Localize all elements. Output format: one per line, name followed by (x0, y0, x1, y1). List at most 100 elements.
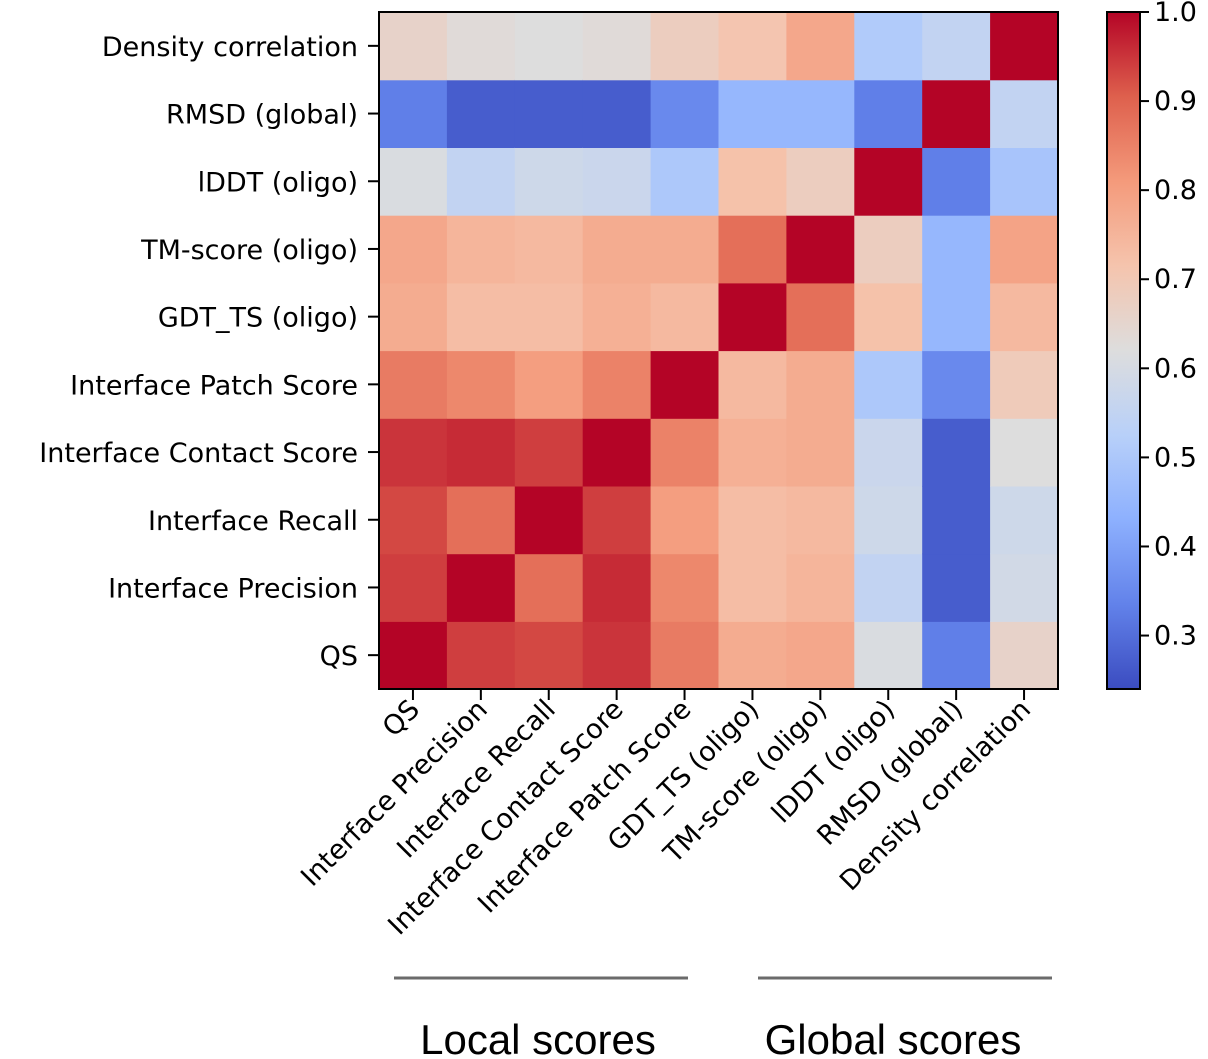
heatmap-cell (650, 350, 720, 419)
heatmap-cell (446, 350, 516, 419)
heatmap-cell (922, 418, 991, 487)
heatmap-cell (990, 282, 1059, 352)
heatmap-cell (650, 282, 720, 352)
heatmap-cell (718, 215, 787, 284)
y-tick-label: GDT_TS (oligo) (158, 303, 358, 334)
heatmap-cell (786, 418, 855, 487)
y-tick-label: Interface Patch Score (70, 370, 358, 401)
heatmap-cell (379, 79, 448, 148)
heatmap-cell (582, 147, 652, 216)
global-scores-label: Global scores (765, 1016, 1022, 1059)
heatmap-cell (922, 485, 991, 555)
heatmap-cell (514, 553, 584, 622)
heatmap-cell (446, 418, 516, 487)
heatmap-cell (650, 12, 720, 81)
heatmap-cell (922, 215, 991, 284)
heatmap-cell (650, 553, 720, 622)
heatmap-cell (379, 350, 448, 419)
heatmap-cell (582, 215, 652, 284)
heatmap-cell (446, 621, 516, 690)
colorbar-tick-label: 0.8 (1154, 175, 1197, 206)
x-tick-label: QS (377, 694, 426, 743)
heatmap-cell (854, 12, 923, 81)
y-tick-label: lDDT (oligo) (198, 167, 358, 198)
y-tick-label: QS (320, 641, 358, 672)
colorbar: 0.3 0.4 0.5 0.6 0.7 0.8 0.9 1.0 (1106, 0, 1197, 690)
colorbar-tick-label: 0.9 (1154, 86, 1197, 117)
heatmap-cell (718, 282, 787, 352)
colorbar-gradient (1106, 11, 1141, 690)
heatmap-cell (854, 282, 923, 352)
heatmap-cell (650, 418, 720, 487)
heatmap-cell (922, 79, 991, 148)
heatmap-cell (446, 553, 516, 622)
colorbar-tick-label: 0.6 (1154, 353, 1197, 384)
heatmap-cell (854, 147, 923, 216)
heatmap-cell (582, 282, 652, 352)
score-groups: Local scores Global scores (394, 976, 1052, 1059)
heatmap-cell (650, 147, 720, 216)
heatmap-cell (582, 485, 652, 555)
heatmap-cell (379, 215, 448, 284)
heatmap-cell (854, 553, 923, 622)
heatmap-cell (379, 418, 448, 487)
heatmap-cell (582, 12, 652, 81)
local-scores-label: Local scores (420, 1016, 656, 1059)
heatmap-cell (786, 621, 855, 690)
heatmap-cell (854, 350, 923, 419)
y-axis: Density correlation RMSD (global) lDDT (ol… (39, 32, 379, 672)
heatmap-cell (786, 147, 855, 216)
colorbar-tick-label: 0.7 (1154, 264, 1197, 295)
heatmap-cell (582, 621, 652, 690)
heatmap-cell (582, 79, 652, 148)
heatmap-cell (854, 418, 923, 487)
heatmap-cell (786, 282, 855, 352)
heatmap-cell (786, 485, 855, 555)
heatmap-cell (718, 553, 787, 622)
heatmap-cell (514, 350, 584, 419)
heatmap-cell (718, 485, 787, 555)
heatmap-cell (718, 147, 787, 216)
heatmap-cell (446, 485, 516, 555)
colorbar-tick-label: 0.4 (1154, 531, 1197, 562)
heatmap-cell (446, 147, 516, 216)
heatmap-cell (786, 350, 855, 419)
heatmap-cell (786, 553, 855, 622)
heatmap-cell (582, 350, 652, 419)
heatmap-cell (379, 147, 448, 216)
y-tick-label: Interface Contact Score (39, 438, 358, 469)
heatmap-cell (786, 79, 855, 148)
heatmap-cell (446, 282, 516, 352)
heatmap-cell (650, 621, 720, 690)
plot-frame (378, 11, 1059, 690)
heatmap-cell (446, 79, 516, 148)
heatmap-cell (922, 12, 991, 81)
heatmap-cell (514, 147, 584, 216)
heatmap-cell (514, 621, 584, 690)
heatmap-cell (786, 215, 855, 284)
heatmap-cell (582, 418, 652, 487)
y-tick-label: Interface Recall (148, 506, 358, 537)
heatmap-cell (446, 12, 516, 81)
heatmap-cell (990, 215, 1059, 284)
heatmap-cell (514, 12, 584, 81)
y-tick-label: Interface Precision (108, 573, 358, 604)
colorbar-tick-label: 0.3 (1154, 621, 1197, 652)
heatmap-cell (650, 79, 720, 148)
heatmap-cell (990, 485, 1059, 555)
heatmap-cell (650, 215, 720, 284)
heatmap-cell (514, 282, 584, 352)
heatmap-cell (854, 215, 923, 284)
heatmap-cell (854, 485, 923, 555)
heatmap-cell (514, 485, 584, 555)
colorbar-tick-label: 0.5 (1154, 442, 1197, 473)
heatmap-cell (786, 12, 855, 81)
heatmap-cell (922, 553, 991, 622)
colorbar-tick-label: 1.0 (1154, 0, 1197, 28)
y-tick-label: Density correlation (102, 32, 358, 63)
heatmap-cell (990, 418, 1059, 487)
heatmap-cell (514, 215, 584, 284)
heatmap-cell (379, 485, 448, 555)
heatmap-cell (650, 485, 720, 555)
